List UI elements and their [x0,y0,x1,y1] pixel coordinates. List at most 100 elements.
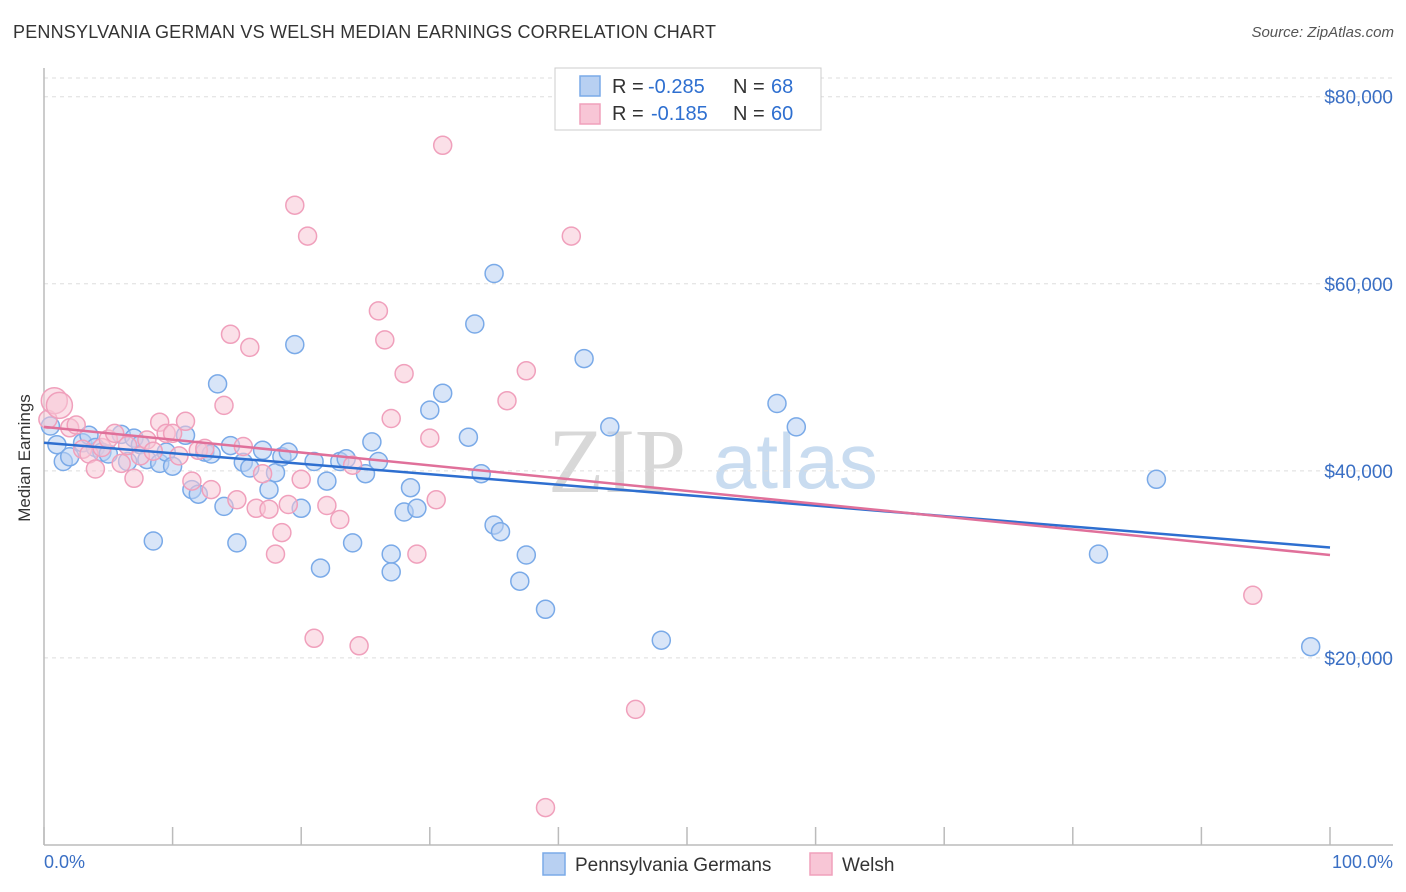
point-pennsylvania-german-49 [407,498,427,519]
y-axis-label: Median Earnings [15,394,34,522]
point-welsh-26 [214,395,234,416]
legend-r-label-blue: R = [612,76,644,98]
point-welsh-56 [561,226,582,246]
point-welsh-11 [111,453,131,474]
legend-n-label-blue: N = [733,76,765,98]
point-welsh-49 [407,544,427,564]
legend-swatch-blue [579,75,601,97]
point-pennsylvania-german-60 [535,599,556,620]
point-welsh-42 [330,509,350,530]
point-welsh-55 [535,797,556,818]
x-tick-label-max: 100.0% [1332,852,1393,872]
point-welsh-54 [516,361,537,381]
point-pennsylvania-german-48 [400,477,421,498]
point-welsh-40 [304,628,324,649]
point-welsh-53 [497,390,517,411]
point-pennsylvania-german-61 [574,348,594,369]
point-welsh-57 [625,699,646,720]
legend-r-label-pink: R = [612,103,644,125]
gridlines [44,77,1393,659]
axes [43,68,1393,846]
point-welsh-37 [285,195,305,215]
point-welsh-28 [227,490,247,510]
point-welsh-44 [349,636,369,656]
point-pennsylvania-german-51 [432,383,453,403]
point-welsh-41 [317,495,337,516]
trend-line-welsh [43,425,1331,557]
point-pennsylvania-german-41 [342,533,363,553]
legend-r-value-blue: -0.285 [648,76,705,98]
point-welsh-22 [182,471,202,491]
point-welsh-21 [175,411,196,432]
point-pennsylvania-german-63 [651,630,672,650]
series-legend-swatch-blue [542,852,566,876]
point-welsh-25 [201,479,221,500]
point-welsh-46 [375,330,395,350]
point-pennsylvania-german-34 [285,334,305,355]
point-pennsylvania-german-26 [227,533,247,553]
point-welsh-47 [381,408,401,429]
y-tick-label-3: $80,000 [1324,88,1393,109]
legend-n-label-pink: N = [733,103,765,125]
point-pennsylvania-german-58 [510,571,530,591]
point-welsh-13 [124,468,144,489]
point-welsh-20 [169,446,189,466]
point-pennsylvania-german-65 [786,417,807,437]
point-pennsylvania-german-55 [484,263,504,284]
point-welsh-32 [252,463,273,484]
point-pennsylvania-german-43 [362,432,382,452]
series-legend-swatch-pink [809,852,833,876]
point-pennsylvania-german-46 [381,562,401,582]
point-welsh-19 [162,423,183,444]
point-pennsylvania-german-52 [458,427,479,447]
trend-line-pennsylvania-germans [43,441,1331,549]
point-welsh-36 [278,494,299,515]
point-pennsylvania-german-45 [381,544,401,564]
point-pennsylvania-german-57 [490,521,511,542]
legend-swatch-pink [579,103,601,125]
point-welsh-35 [272,522,292,543]
point-pennsylvania-german-38 [317,471,337,491]
x-tick-label-min: 0.0% [44,852,85,872]
point-welsh-39 [297,226,318,246]
point-pennsylvania-german-66 [1088,544,1109,564]
y-tick-label-2: $60,000 [1324,275,1393,296]
point-pennsylvania-german-23 [207,374,228,394]
chart-title: PENNSYLVANIA GERMAN VS WELSH MEDIAN EARN… [13,22,717,42]
point-welsh-48 [394,363,414,384]
point-welsh-58 [1243,585,1263,606]
point-welsh-38 [291,469,311,490]
point-welsh-27 [220,324,241,345]
x-ticks [43,827,1331,845]
point-welsh-34 [265,544,286,564]
legend-n-value-blue: 68 [771,76,793,98]
point-welsh-52 [432,135,453,156]
point-pennsylvania-german-14 [143,531,164,551]
chart-source: Source: ZipAtlas.com [1251,24,1394,41]
point-welsh-45 [368,301,389,321]
point-welsh-43 [342,455,363,475]
point-pennsylvania-german-50 [420,400,440,420]
point-welsh-7 [85,459,106,479]
point-welsh-50 [420,428,440,448]
point-pennsylvania-german-68 [1300,636,1321,657]
legend-r-value-pink: -0.185 [651,103,708,125]
point-pennsylvania-german-67 [1146,469,1167,490]
trend-lines [43,425,1331,557]
y-tick-labels: $20,000 $40,000 $60,000 $80,000 [1324,88,1393,670]
y-tick-label-1: $40,000 [1324,462,1393,483]
series-legend-label-blue: Pennsylvania Germans [575,855,771,876]
point-welsh-30 [240,337,260,358]
y-tick-label-0: $20,000 [1324,649,1393,670]
point-pennsylvania-german-64 [767,393,787,414]
point-pennsylvania-german-53 [465,314,485,334]
point-welsh-51 [426,490,446,510]
point-welsh-33 [259,499,279,519]
series-legend: Pennsylvania Germans Welsh [542,852,894,876]
point-pennsylvania-german-37 [310,558,331,578]
point-pennsylvania-german-59 [516,545,537,565]
series-legend-label-pink: Welsh [842,855,894,876]
stats-legend: R = -0.285 N = 68 R = -0.185 N = 60 [554,67,822,131]
legend-n-value-pink: 60 [771,103,793,125]
point-welsh-2 [45,391,74,420]
